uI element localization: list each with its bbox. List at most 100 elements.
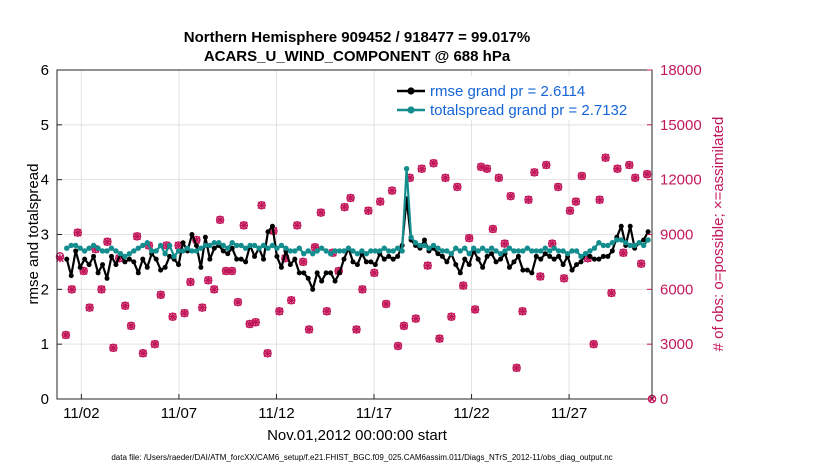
- obs-assimilated-marker: [109, 343, 118, 352]
- obs-assimilated-marker: [222, 267, 231, 276]
- totalspread-point: [479, 245, 486, 251]
- rmse-point: [444, 259, 450, 265]
- totalspread-point: [296, 245, 302, 251]
- rmse-point: [609, 248, 615, 254]
- obs-assimilated-marker: [441, 173, 450, 182]
- totalspread-point: [260, 242, 267, 249]
- y-axis-right-label: # of obs: o=possible; ×=assimilated: [710, 117, 727, 352]
- obs-assimilated-marker: [150, 340, 159, 349]
- rmse-point: [113, 262, 119, 268]
- obs-assimilated-marker: [411, 314, 420, 323]
- obs-assimilated-marker: [394, 341, 403, 350]
- x-tick-label: 11/12: [258, 405, 294, 422]
- obs-assimilated-marker: [577, 172, 586, 181]
- obs-assimilated-marker: [180, 309, 189, 318]
- rmse-point: [332, 278, 338, 284]
- rmse-point: [350, 259, 356, 265]
- rmse-point: [131, 259, 137, 265]
- legend-rmse-label: rmse grand pr = 2.6114: [430, 83, 585, 100]
- obs-assimilated-marker: [643, 170, 652, 179]
- rmse-point: [305, 275, 311, 281]
- totalspread-point: [582, 250, 589, 257]
- totalspread-point: [430, 242, 437, 249]
- totalspread-point: [292, 248, 298, 254]
- totalspread-point: [551, 245, 557, 251]
- rmse-point: [533, 253, 539, 259]
- totalspread-point: [189, 248, 195, 254]
- rmse-point: [252, 253, 258, 259]
- obs-assimilated-marker: [595, 195, 604, 204]
- totalspread-point: [484, 248, 490, 254]
- totalspread-point: [596, 240, 602, 246]
- rmse-point: [435, 251, 441, 257]
- obs-assimilated-marker: [548, 239, 557, 248]
- obs-assimilated-marker: [293, 221, 302, 230]
- data-file-footer: data file: /Users/raeder/DAI/ATM_forcXX/…: [111, 453, 612, 462]
- obs-assimilated-marker: [571, 197, 580, 206]
- totalspread-point: [555, 248, 562, 254]
- x-tick-label: 11/17: [356, 405, 392, 422]
- obs-assimilated-marker: [631, 173, 640, 182]
- rmse-point: [64, 256, 70, 262]
- totalspread-point: [242, 245, 249, 251]
- totalspread-point: [614, 237, 620, 243]
- y-right-tick-label: 3000: [660, 336, 693, 353]
- rmse-point: [234, 256, 240, 262]
- totalspread-point: [578, 253, 584, 260]
- obs-assimilated-marker: [257, 201, 266, 210]
- obs-assimilated-marker: [459, 281, 468, 290]
- totalspread-point: [211, 240, 218, 246]
- totalspread-point: [524, 245, 531, 251]
- totalspread-point: [310, 250, 316, 257]
- obs-assimilated-marker: [542, 161, 551, 170]
- totalspread-point: [166, 242, 173, 249]
- rmse-point: [193, 242, 199, 248]
- rmse-point: [243, 259, 249, 265]
- legend-box: [392, 76, 646, 120]
- legend-spread-marker: [407, 106, 415, 114]
- rmse-point: [524, 267, 530, 273]
- rmse-point: [466, 262, 472, 268]
- y-right-tick-label: 18000: [660, 62, 702, 79]
- totalspread-point: [636, 240, 642, 246]
- rmse-point: [91, 253, 97, 259]
- totalspread-point: [184, 245, 191, 251]
- rmse-point: [386, 253, 392, 259]
- totalspread-point: [573, 248, 580, 254]
- obs-assimilated-marker: [174, 241, 183, 250]
- chart-title-line1: Northern Hemisphere 909452 / 918477 = 99…: [184, 29, 530, 46]
- obs-assimilated-marker: [423, 261, 432, 270]
- obs-assimilated-marker: [589, 340, 598, 349]
- obs-assimilated-marker: [500, 239, 509, 248]
- totalspread-point: [175, 248, 182, 254]
- rmse-point: [207, 256, 213, 262]
- rmse-point: [328, 270, 334, 276]
- series-layer: [55, 153, 657, 404]
- rmse-point: [439, 253, 445, 259]
- obs-assimilated-marker: [388, 186, 397, 195]
- totalspread-point: [564, 250, 571, 257]
- totalspread-point: [202, 242, 209, 249]
- rmse-point: [645, 229, 651, 235]
- totalspread-point: [77, 245, 83, 251]
- rmse-point: [229, 245, 235, 251]
- totalspread-point: [278, 242, 285, 249]
- obs-assimilated-marker: [299, 257, 308, 266]
- rmse-point: [323, 270, 329, 276]
- y-right-tick-label: 15000: [660, 117, 702, 134]
- x-tick-label: 11/02: [63, 405, 99, 422]
- obs-assimilated-marker: [471, 305, 480, 314]
- totalspread-point: [547, 248, 553, 254]
- rmse-point: [596, 256, 602, 262]
- totalspread-point: [587, 248, 593, 254]
- totalspread-point: [171, 253, 177, 260]
- totalspread-point: [149, 248, 155, 254]
- totalspread-point: [506, 245, 513, 251]
- totalspread-point: [157, 242, 164, 249]
- obs-assimilated-marker: [287, 296, 296, 305]
- rmse-point: [220, 248, 226, 254]
- x-axis-label: Nov.01,2012 00:00:00 start: [267, 427, 448, 444]
- totalspread-point: [377, 248, 383, 254]
- obs-assimilated-marker: [233, 298, 242, 307]
